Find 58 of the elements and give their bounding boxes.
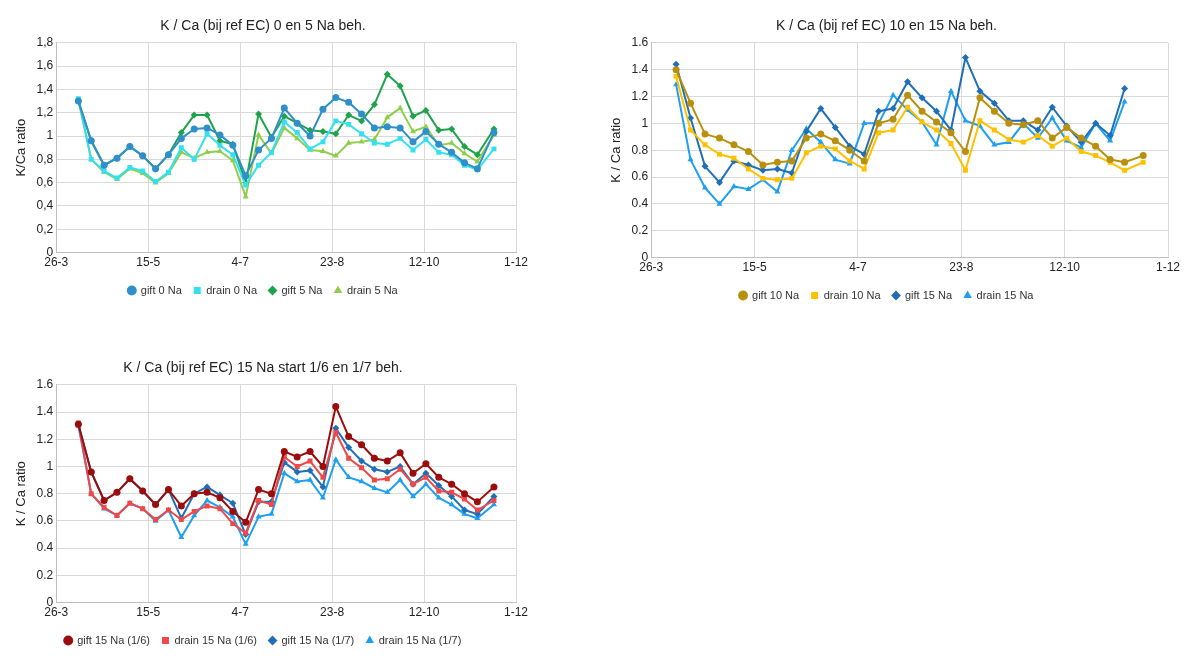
- legend-label: gift 15 Na: [905, 288, 953, 301]
- legend-label: drain 15 Na: [976, 288, 1035, 301]
- legend-label: gift 0 Na: [140, 283, 183, 296]
- x-tick-label: 15-5: [136, 255, 161, 270]
- y-tick-label: 1.4: [36, 404, 54, 419]
- y-tick-label: 1.2: [36, 431, 54, 446]
- x-tick-label: 4-7: [849, 260, 867, 275]
- legend-label: drain 15 Na (1/7): [378, 633, 462, 646]
- y-tick-label: 1,8: [36, 35, 54, 50]
- y-axis-title: K/Ca ratio: [13, 118, 29, 177]
- y-tick-label: 0.4: [36, 540, 54, 555]
- y-tick-label: 0.2: [36, 567, 54, 582]
- legend-label: gift 10 Na: [752, 288, 801, 301]
- x-tick-label: 15-5: [742, 260, 767, 275]
- y-tick-label: 0,2: [36, 221, 54, 236]
- y-tick-label: 1.6: [36, 377, 54, 392]
- y-axis-title: K / Ca ratio: [608, 117, 624, 183]
- x-tick-label: 4-7: [231, 255, 250, 270]
- y-tick-label: 0.6: [631, 169, 649, 184]
- x-tick-label: 15-5: [136, 605, 161, 620]
- y-tick-label: 1,4: [36, 81, 54, 96]
- y-tick-label: 0.4: [631, 196, 649, 211]
- y-tick-label: 1: [46, 128, 54, 143]
- legend-label: drain 15 Na (1/6): [174, 633, 257, 646]
- legend-label: drain 10 Na: [823, 288, 882, 301]
- y-tick-label: 1.2: [631, 88, 649, 103]
- x-tick-label: 23-8: [949, 260, 974, 275]
- legend-label: gift 15 Na (1/7): [281, 633, 355, 646]
- x-tick-label: 12-10: [1049, 260, 1081, 275]
- y-tick-label: 0.2: [631, 223, 649, 238]
- y-tick-label: 0.8: [631, 142, 649, 157]
- chart-title: K / Ca (bij ref EC) 15 Na start 1/6 en 1/7 beh.: [123, 359, 403, 376]
- y-tick-label: 1: [641, 115, 649, 130]
- chart-title: K / Ca (bij ref EC) 0 en 5 Na beh.: [160, 17, 366, 34]
- y-axis-title: K / Ca ratio: [13, 461, 29, 527]
- x-tick-label: 23-8: [320, 605, 345, 620]
- y-tick-label: 1,2: [36, 105, 54, 120]
- y-tick-label: 0,6: [36, 174, 54, 189]
- x-tick-label: 23-8: [320, 255, 345, 270]
- y-tick-label: 1,6: [36, 58, 54, 73]
- x-tick-label: 4-7: [231, 605, 250, 620]
- y-tick-label: 1: [46, 458, 54, 473]
- chart-title: K / Ca (bij ref EC) 10 en 15 Na beh.: [776, 17, 997, 34]
- y-tick-label: 0,4: [36, 198, 54, 213]
- legend-label: gift 15 Na (1/6): [77, 633, 150, 646]
- legend-label: drain 5 Na: [346, 283, 399, 296]
- legend-label: drain 0 Na: [206, 283, 258, 296]
- x-tick-label: 1-12: [503, 255, 529, 270]
- y-tick-label: 1.6: [631, 35, 649, 50]
- y-tick-label: 1.4: [631, 61, 649, 76]
- y-tick-label: 0.6: [36, 513, 54, 528]
- x-tick-label: 12-10: [408, 605, 440, 620]
- x-tick-label: 1-12: [1155, 260, 1181, 275]
- y-tick-label: 0.8: [36, 486, 54, 501]
- x-tick-label: 1-12: [503, 605, 529, 620]
- x-tick-label: 12-10: [408, 255, 440, 270]
- legend-label: gift 5 Na: [281, 283, 324, 296]
- y-tick-label: 0,8: [36, 151, 54, 166]
